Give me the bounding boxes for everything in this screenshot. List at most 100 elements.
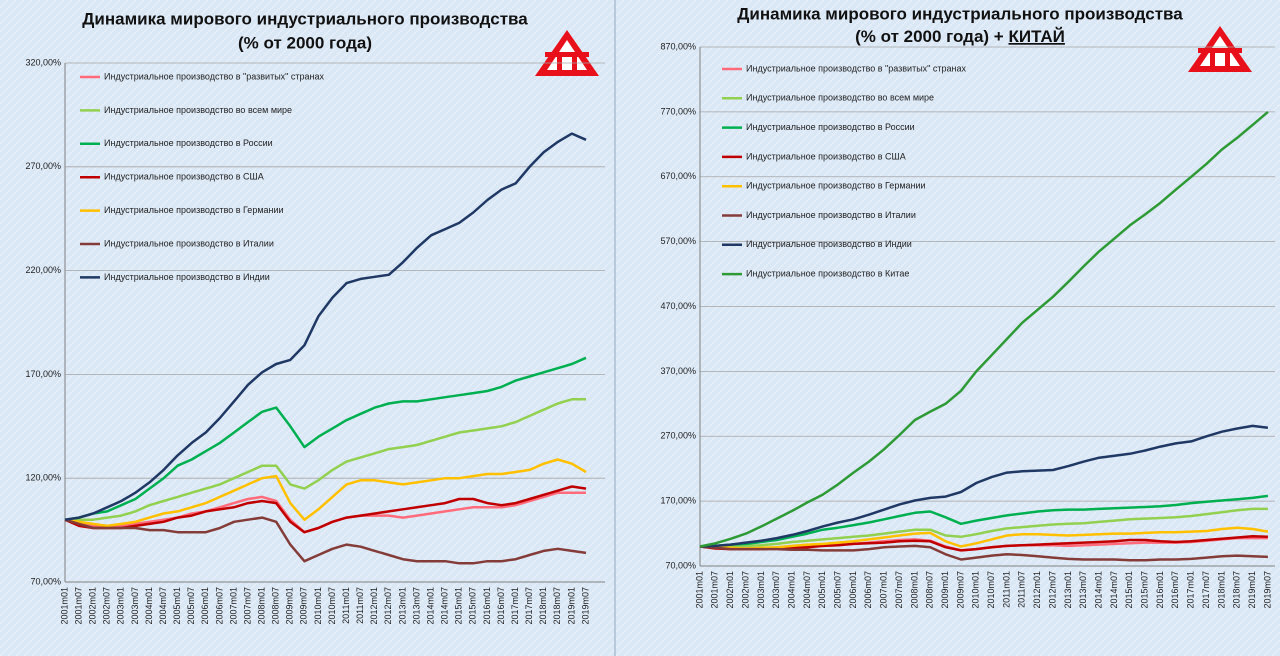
x-tick-label: 2015m01 [454, 587, 464, 625]
legend-label: Индустриальное производство во всем мире [104, 105, 292, 115]
y-tick-label: 770,00% [660, 106, 696, 116]
y-tick-label: 570,00% [660, 236, 696, 246]
x-tick-label: 2010m01 [971, 571, 981, 609]
x-tick-label: 2019m07 [580, 587, 590, 625]
x-tick-label: 2019m07 [1262, 571, 1272, 609]
series-line [700, 507, 1268, 548]
x-tick-label: 2008m01 [909, 571, 919, 609]
y-tick-label: 870,00% [660, 41, 696, 51]
x-tick-label: 2017m01 [510, 587, 520, 625]
series-line [64, 458, 587, 528]
x-tick-label: 2010m07 [986, 571, 996, 609]
x-tick-label: 2001m01 [694, 571, 704, 609]
chart-title: Динамика мирового индустриального произв… [737, 4, 1183, 23]
x-tick-label: 2019m01 [1247, 571, 1257, 609]
x-tick-label: 2005m01 [817, 571, 827, 609]
series-line [64, 356, 587, 521]
legend-label: Индустриальное производство в Китае [746, 268, 909, 278]
x-tick-label: 2019m01 [566, 587, 576, 625]
x-tick-label: 2011m07 [1017, 571, 1027, 608]
x-tick-label: 2015m07 [1140, 571, 1150, 609]
x-tick-label: 2008m01 [256, 587, 266, 625]
x-tick-label: 2012m07 [383, 587, 393, 625]
series-line [699, 110, 1269, 548]
logo [535, 30, 599, 76]
series-line [64, 132, 587, 521]
y-tick-label: 270,00% [660, 431, 696, 441]
y-tick-label: 270,00% [25, 161, 61, 171]
subtitle-emphasis: КИТАЙ [1008, 27, 1064, 46]
x-tick-label: 2003m07 [771, 571, 781, 609]
logo [1188, 26, 1252, 72]
legend-label: Индустриальное производство в "развитых"… [104, 71, 324, 81]
x-tick-label: 2017m07 [524, 587, 534, 625]
x-tick-label: 2004m01 [144, 587, 154, 625]
x-tick-label: 2001m07 [73, 587, 83, 625]
legend-label: Индустриальное производство в Германии [746, 181, 926, 191]
x-tick-label: 2015m07 [468, 587, 478, 625]
legend-label: Индустриальное производство в Италии [746, 210, 916, 220]
x-tick-label: 2007m01 [228, 587, 238, 625]
chart-subtitle: (% от 2000 года) + КИТАЙ [855, 27, 1065, 46]
series-line [64, 485, 587, 534]
legend-label: Индустриальное производство в Индии [746, 239, 912, 249]
x-tick-label: 2016m01 [1155, 571, 1165, 609]
x-tick-label: 2015m01 [1124, 571, 1134, 609]
legend-label: Индустриальное производство в "развитых"… [746, 63, 966, 73]
x-tick-label: 2006m07 [214, 587, 224, 625]
chart-subtitle: (% от 2000 года) [238, 33, 372, 52]
y-tick-label: 120,00% [25, 473, 61, 483]
x-tick-label: 2013m07 [1078, 571, 1088, 609]
x-tick-label: 2017m07 [1201, 571, 1211, 609]
x-tick-label: 2007m07 [242, 587, 252, 625]
x-tick-label: 2005m07 [833, 571, 843, 609]
x-tick-label: 2003m01 [116, 587, 126, 625]
legend-label: Индустриальное производство в России [746, 122, 915, 132]
x-tick-label: 2002m07 [102, 587, 112, 625]
x-tick-label: 2006m01 [200, 587, 210, 625]
x-tick-label: 2003m07 [130, 587, 140, 625]
x-tick-label: 2012m01 [1032, 571, 1042, 609]
y-tick-label: 220,00% [25, 265, 61, 275]
x-tick-label: 2013m07 [411, 587, 421, 625]
legend-label: Индустриальное производство в Индии [104, 272, 270, 282]
y-tick-label: 170,00% [25, 369, 61, 379]
x-tick-label: 2002m01 [725, 571, 735, 609]
x-tick-label: 2012m01 [369, 587, 379, 625]
legend-label: Индустриальное производство в США [104, 172, 264, 182]
series-line [699, 494, 1269, 548]
x-tick-label: 2012m07 [1047, 571, 1057, 609]
x-tick-label: 2018m07 [552, 587, 562, 625]
legend-label: Индустриальное производство в Германии [104, 205, 284, 215]
x-tick-label: 2008m07 [271, 587, 281, 625]
x-tick-label: 2014m01 [1093, 571, 1103, 609]
y-tick-label: 370,00% [660, 366, 696, 376]
y-tick-label: 70,00% [30, 576, 61, 586]
x-tick-label: 2004m01 [786, 571, 796, 609]
x-tick-label: 2006m07 [863, 571, 873, 609]
x-tick-label: 2002m01 [88, 587, 98, 625]
x-tick-label: 2009m07 [299, 587, 309, 625]
chart-title: Динамика мирового индустриального произв… [82, 9, 528, 28]
legend-label: Индустриальное производство во всем мире [746, 93, 934, 103]
x-tick-label: 2016m01 [482, 587, 492, 625]
x-tick-label: 2018m07 [1232, 571, 1242, 609]
x-tick-label: 2009m07 [955, 571, 965, 609]
x-tick-label: 2007m01 [879, 571, 889, 609]
series-line [699, 526, 1269, 550]
y-tick-label: 320,00% [25, 57, 61, 67]
x-tick-label: 2001m07 [710, 571, 720, 609]
x-tick-label: 2016m07 [496, 587, 506, 625]
x-tick-label: 2014m01 [425, 587, 435, 625]
x-tick-label: 2010m01 [313, 587, 323, 625]
x-tick-label: 2018m01 [538, 587, 548, 625]
x-tick-label: 2008m07 [925, 571, 935, 609]
x-tick-label: 2011m07 [355, 587, 365, 624]
x-tick-label: 2011m01 [341, 587, 351, 624]
x-tick-label: 2018m01 [1216, 571, 1226, 609]
legend-label: Индустриальное производство в Италии [104, 238, 274, 248]
x-tick-label: 2004m07 [802, 571, 812, 609]
series-line [64, 516, 587, 565]
